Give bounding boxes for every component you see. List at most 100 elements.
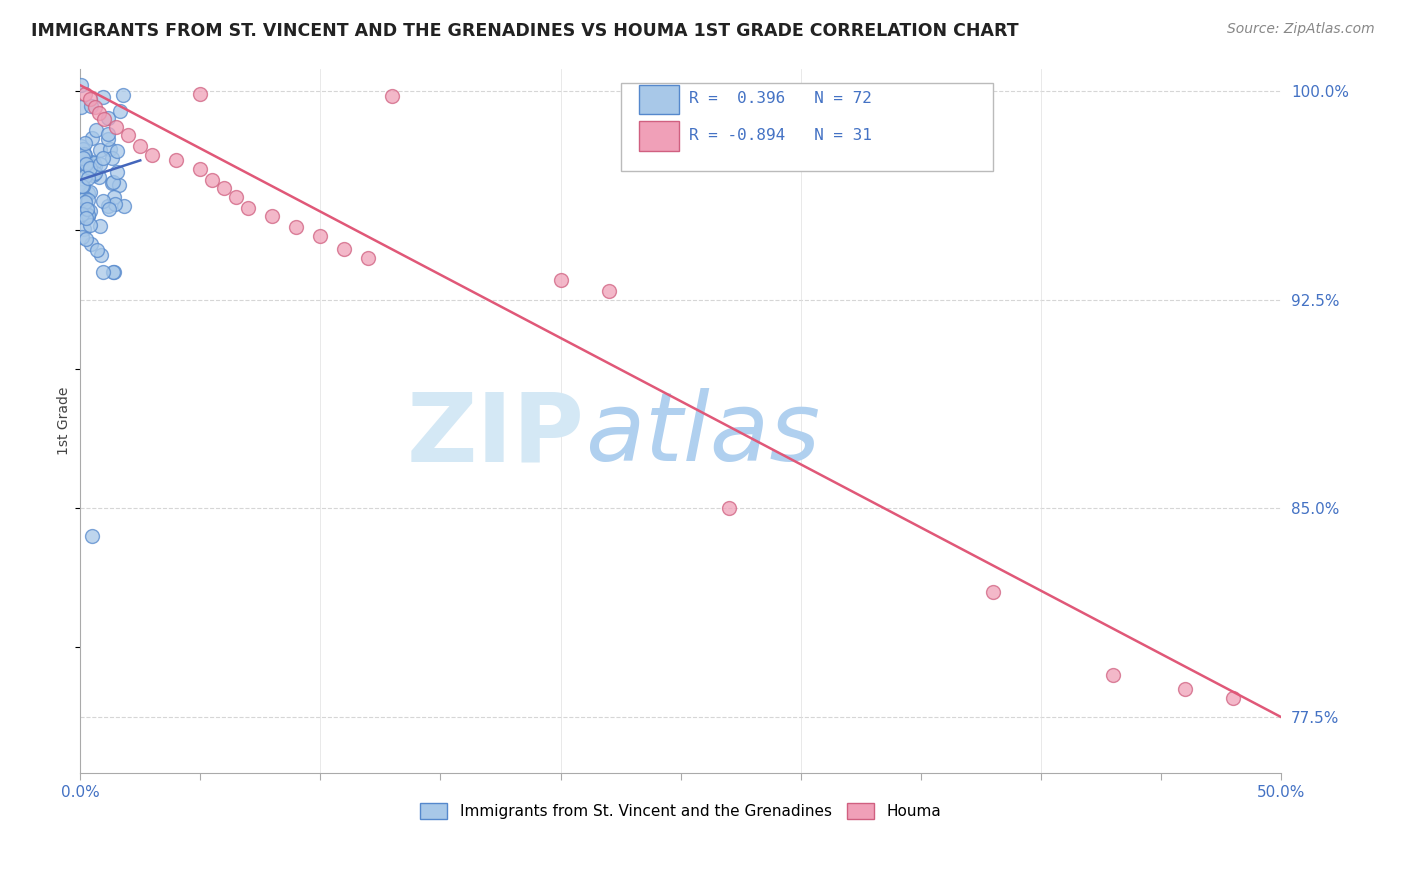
- Point: [717, 501, 740, 516]
- Text: ZIP: ZIP: [406, 388, 585, 481]
- Point: [201, 173, 224, 187]
- Point: [75, 232, 97, 246]
- Point: [72, 151, 94, 165]
- Point: [129, 139, 152, 153]
- Point: [89, 143, 111, 157]
- Point: [79, 218, 101, 232]
- Point: [90, 248, 112, 262]
- Point: [80, 99, 103, 113]
- Point: [82, 154, 104, 169]
- Point: [309, 228, 332, 243]
- Point: [73, 87, 96, 101]
- Point: [83, 166, 105, 180]
- Point: [91, 151, 114, 165]
- Point: [108, 178, 131, 193]
- Text: IMMIGRANTS FROM ST. VINCENT AND THE GRENADINES VS HOUMA 1ST GRADE CORRELATION CH: IMMIGRANTS FROM ST. VINCENT AND THE GREN…: [31, 22, 1018, 40]
- Point: [381, 89, 404, 103]
- Point: [82, 529, 104, 543]
- Point: [70, 229, 93, 244]
- Point: [93, 112, 115, 126]
- Point: [79, 161, 101, 176]
- Point: [73, 136, 96, 151]
- Point: [80, 131, 103, 145]
- Point: [86, 243, 108, 257]
- Point: [75, 157, 97, 171]
- Point: [76, 161, 98, 175]
- Point: [101, 175, 124, 189]
- Point: [108, 104, 131, 119]
- Point: [101, 176, 124, 190]
- Point: [86, 122, 108, 136]
- Point: [93, 89, 115, 103]
- Point: [73, 191, 96, 205]
- Point: [70, 206, 93, 220]
- Point: [77, 157, 100, 171]
- Point: [72, 142, 94, 156]
- Point: [75, 195, 97, 210]
- Point: [188, 87, 211, 101]
- Point: [262, 209, 284, 223]
- Point: [97, 128, 120, 142]
- FancyBboxPatch shape: [638, 121, 679, 151]
- Point: [741, 89, 763, 103]
- Point: [70, 78, 93, 93]
- Point: [598, 284, 620, 298]
- Point: [97, 198, 120, 212]
- Point: [73, 169, 96, 183]
- Point: [72, 179, 94, 194]
- FancyBboxPatch shape: [620, 83, 993, 170]
- Point: [83, 156, 105, 170]
- Point: [76, 171, 98, 186]
- Point: [91, 265, 114, 279]
- Point: [82, 168, 104, 182]
- Point: [77, 193, 100, 207]
- Point: [89, 106, 111, 120]
- Point: [72, 222, 94, 236]
- Point: [70, 186, 93, 200]
- Point: [101, 151, 124, 165]
- Point: [89, 170, 111, 185]
- Point: [1174, 682, 1197, 697]
- Point: [238, 201, 260, 215]
- Point: [75, 205, 97, 219]
- Point: [225, 189, 247, 203]
- Point: [141, 148, 163, 162]
- Point: [1102, 668, 1125, 682]
- Point: [98, 142, 121, 156]
- Point: [105, 120, 128, 134]
- Point: [89, 219, 111, 233]
- Legend: Immigrants from St. Vincent and the Grenadines, Houma: Immigrants from St. Vincent and the Gren…: [413, 797, 948, 825]
- Point: [76, 210, 98, 224]
- Point: [91, 194, 114, 208]
- Point: [105, 165, 128, 179]
- Text: atlas: atlas: [585, 388, 820, 481]
- Point: [104, 197, 127, 211]
- Point: [214, 181, 236, 195]
- Point: [981, 584, 1004, 599]
- Point: [77, 186, 100, 201]
- Text: R =  0.396   N = 72: R = 0.396 N = 72: [689, 91, 872, 106]
- Point: [97, 111, 120, 125]
- Point: [188, 161, 211, 176]
- Point: [76, 208, 98, 222]
- Text: Source: ZipAtlas.com: Source: ZipAtlas.com: [1227, 22, 1375, 37]
- Point: [84, 159, 107, 173]
- Point: [79, 204, 101, 219]
- Point: [357, 251, 380, 265]
- Point: [97, 132, 120, 146]
- Point: [70, 179, 93, 194]
- Text: R = -0.894   N = 31: R = -0.894 N = 31: [689, 128, 872, 143]
- Point: [80, 237, 103, 252]
- Point: [333, 243, 356, 257]
- Point: [98, 202, 121, 217]
- Point: [103, 190, 125, 204]
- Point: [83, 101, 105, 115]
- Point: [285, 220, 308, 235]
- Point: [76, 202, 98, 216]
- Point: [70, 100, 93, 114]
- Point: [101, 265, 124, 279]
- Point: [103, 265, 125, 279]
- Point: [75, 211, 97, 226]
- Point: [75, 148, 97, 162]
- Point: [89, 157, 111, 171]
